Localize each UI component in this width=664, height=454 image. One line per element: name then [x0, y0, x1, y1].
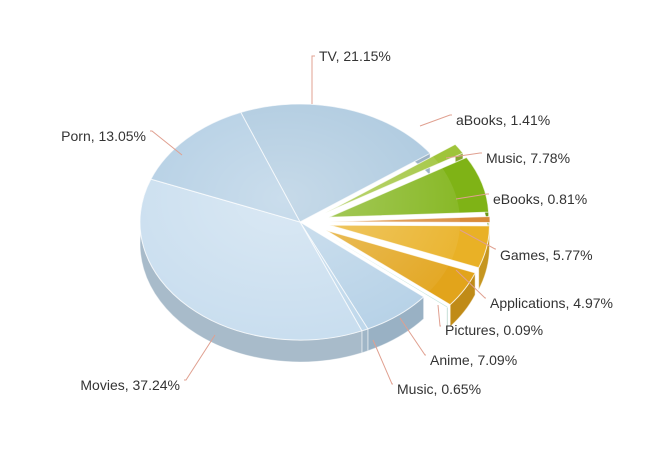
- pie-slice-label-5: Applications, 4.97%: [490, 295, 613, 311]
- pie-label-connector-1: [419, 114, 452, 127]
- pie-slice-label-4: Games, 5.77%: [500, 247, 593, 263]
- pie-slice-label-9: Movies, 37.24%: [80, 377, 180, 393]
- pie-slice-label-7: Anime, 7.09%: [430, 352, 517, 368]
- pie-slice-3[interactable]: [329, 216, 491, 224]
- pie-slice-label-8: Music, 0.65%: [397, 381, 481, 397]
- pie-slice-label-1: aBooks, 1.41%: [456, 112, 550, 128]
- pie-label-connector-6: [437, 304, 441, 327]
- pie-label-connector-4: [459, 229, 496, 250]
- pie-slice-label-6: Pictures, 0.09%: [445, 322, 543, 338]
- pie-label-connector-9: [184, 334, 216, 381]
- pie-label-connector-5: [455, 269, 486, 299]
- pie-slice-label-0: TV, 21.15%: [319, 48, 391, 64]
- pie-label-connector-3: [455, 193, 489, 200]
- pie-label-connector-2: [445, 152, 482, 159]
- pie-label-connector-7: [399, 317, 426, 356]
- pie-label-connector-0: [311, 55, 315, 104]
- pie-slice-side-8: [361, 328, 369, 354]
- pie-label-connector-10: [150, 130, 183, 156]
- pie-slice-label-2: Music, 7.78%: [486, 150, 570, 166]
- pie-slice-label-10: Porn, 13.05%: [61, 128, 146, 144]
- pie-slice-label-3: eBooks, 0.81%: [493, 191, 587, 207]
- pie-label-connector-8: [372, 339, 393, 385]
